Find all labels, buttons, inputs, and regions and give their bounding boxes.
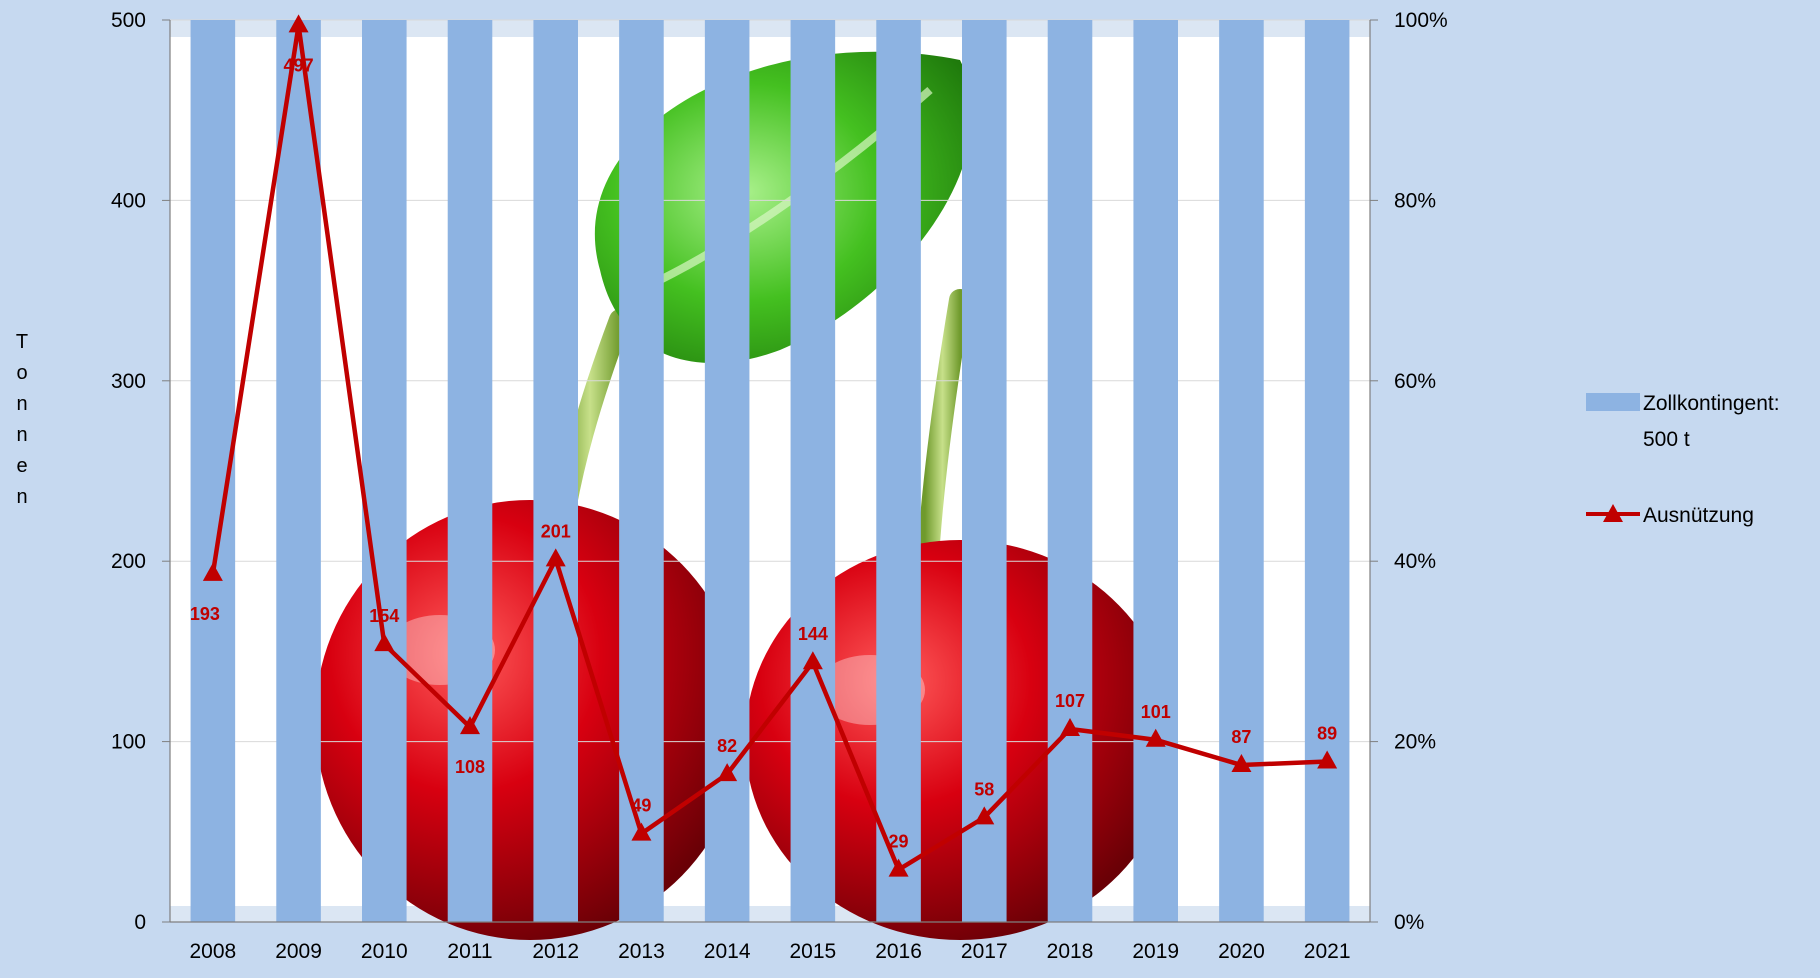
line-path <box>210 23 1328 872</box>
data-label: 108 <box>455 757 485 777</box>
axes <box>162 19 1378 923</box>
data-label: 201 <box>541 521 571 541</box>
data-label: 193 <box>190 604 220 624</box>
x-tick-label: 2020 <box>1218 940 1265 963</box>
y2-tick-label: 40% <box>1394 550 1436 573</box>
x-tick-label: 2019 <box>1132 940 1179 963</box>
line-marker <box>1060 717 1080 736</box>
x-tick-label: 2012 <box>532 940 579 963</box>
line-marker <box>1231 754 1252 773</box>
bar <box>276 20 321 922</box>
bar <box>790 20 836 922</box>
y2-tick-label: 20% <box>1394 731 1436 754</box>
data-label: 154 <box>369 606 399 626</box>
data-label: 87 <box>1231 727 1251 747</box>
y-axis-title-letter: n <box>16 393 27 415</box>
y2-tick-label: 80% <box>1394 189 1436 212</box>
y2-tick-label: 60% <box>1394 370 1436 393</box>
x-tick-label: 2016 <box>875 940 922 963</box>
x-tick-label: 2014 <box>704 940 751 963</box>
line-marker <box>802 651 823 670</box>
line-marker <box>1317 750 1338 769</box>
data-label: 58 <box>974 779 994 799</box>
bar <box>1133 20 1178 922</box>
x-tick-label: 2018 <box>1047 940 1094 963</box>
line-marker <box>717 763 738 782</box>
legend-label-bar-line2: 500 t <box>1643 428 1690 451</box>
line-marker <box>888 858 909 877</box>
bar <box>876 20 921 922</box>
bar <box>447 20 493 922</box>
bar <box>1047 20 1093 922</box>
data-label: 89 <box>1317 723 1337 743</box>
data-label: 49 <box>631 796 651 816</box>
x-tick-label: 2015 <box>789 940 836 963</box>
y-axis-title-letter: n <box>16 486 27 508</box>
line-marker <box>374 633 395 652</box>
y-tick-label: 500 <box>111 9 146 32</box>
bar <box>1304 20 1350 922</box>
line-marker <box>460 716 480 735</box>
legend-swatch-bar <box>1586 393 1640 411</box>
y-axis-title-letter: e <box>16 455 27 477</box>
line-marker <box>974 806 995 825</box>
y-tick-label: 200 <box>111 550 146 573</box>
bar <box>1219 20 1264 922</box>
data-label: 144 <box>798 624 828 644</box>
line-series <box>202 14 1338 877</box>
data-label: 101 <box>1141 702 1171 722</box>
data-label: 82 <box>717 736 737 756</box>
x-tick-label: 2017 <box>961 940 1008 963</box>
legend-swatch-marker <box>1603 504 1623 522</box>
x-tick-label: 2010 <box>361 940 408 963</box>
data-label: 29 <box>889 832 909 852</box>
y-tick-label: 300 <box>111 370 146 393</box>
y-axis-title-letter: T <box>16 331 28 353</box>
x-tick-label: 2013 <box>618 940 665 963</box>
y-tick-label: 0 <box>134 911 146 934</box>
bar <box>362 20 407 922</box>
y-axis-title-letter: n <box>16 424 27 446</box>
line-marker <box>545 548 566 567</box>
legend-label-bar-line1: Zollkontingent: <box>1643 392 1780 415</box>
x-tick-label: 2009 <box>275 940 322 963</box>
line-marker <box>631 822 652 841</box>
plot-area-top-band <box>170 20 1370 37</box>
line-marker <box>202 562 223 581</box>
legend: Zollkontingent: 500 t Ausnützung <box>1586 392 1780 527</box>
plot-area-bottom-band <box>170 906 1370 922</box>
tick-labels: 0 0% 100 20% 200 40% 300 60% 400 80% 500 100% 2008 20… <box>111 9 1448 963</box>
bar <box>619 20 664 922</box>
bar <box>962 20 1007 922</box>
line-marker <box>1145 728 1166 747</box>
bar <box>533 20 578 922</box>
y2-tick-label: 100% <box>1394 9 1448 32</box>
x-tick-label: 2011 <box>447 940 492 963</box>
data-label: 107 <box>1055 691 1085 711</box>
x-tick-label: 2021 <box>1304 940 1351 963</box>
y-tick-label: 400 <box>111 189 146 212</box>
legend-label-line: Ausnützung <box>1643 504 1754 527</box>
data-labels: 193 497 154 108 201 49 82 144 29 58 107 101 87 89 <box>190 55 1337 851</box>
y-axis-title-letter: o <box>16 362 27 384</box>
y2-tick-label: 0% <box>1394 911 1424 934</box>
data-label: 497 <box>284 55 314 75</box>
line-marker <box>288 14 309 33</box>
y-tick-label: 100 <box>111 731 146 754</box>
x-tick-label: 2008 <box>189 940 236 963</box>
